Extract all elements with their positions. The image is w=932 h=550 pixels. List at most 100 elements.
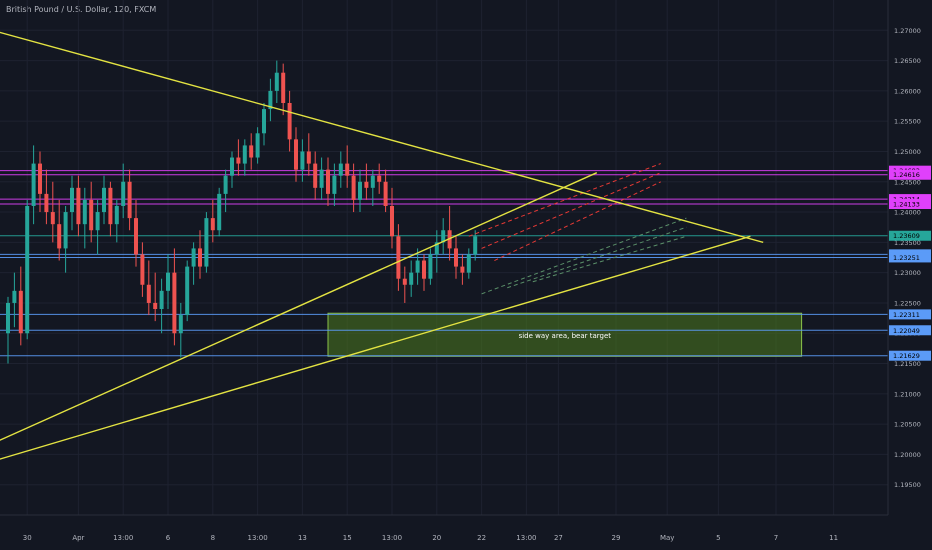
y-tick-label: 1.24000 [894, 209, 921, 217]
price-tag [889, 325, 931, 336]
candle-body[interactable] [274, 72, 279, 91]
x-tick-label: 7 [774, 534, 778, 542]
y-tick-label: 1.21000 [894, 390, 921, 398]
candle-body[interactable] [409, 272, 414, 285]
candle-body[interactable] [172, 272, 177, 334]
x-tick-label: 8 [211, 534, 215, 542]
candle-body[interactable] [332, 175, 337, 194]
candle-body[interactable] [242, 145, 247, 164]
candle-body[interactable] [6, 302, 10, 334]
candle-body[interactable] [70, 187, 74, 213]
candle-body[interactable] [473, 236, 478, 255]
candle-body[interactable] [185, 266, 190, 316]
y-tick-label: 1.19500 [894, 481, 921, 489]
candle-body[interactable] [268, 90, 273, 110]
candle-body[interactable] [127, 181, 132, 219]
candle-body[interactable] [146, 284, 151, 303]
x-tick-label: 5 [716, 534, 720, 542]
candle-body[interactable] [377, 175, 382, 182]
candle-body[interactable] [306, 151, 311, 164]
channel-line [481, 172, 661, 249]
channel-line [507, 226, 687, 289]
candle-body[interactable] [313, 163, 318, 188]
candle-body[interactable] [31, 163, 36, 206]
candle-body[interactable] [249, 145, 254, 158]
candle-body[interactable] [108, 187, 113, 225]
candle-body[interactable] [466, 254, 471, 273]
candle-body[interactable] [383, 181, 388, 206]
candle-body[interactable] [454, 248, 458, 267]
price-tag-label: 1.22311 [893, 311, 920, 319]
candle-body[interactable] [460, 266, 465, 273]
candle-body[interactable] [338, 163, 343, 176]
candle-body[interactable] [44, 193, 49, 213]
candle-body[interactable] [326, 169, 330, 194]
y-tick-label: 1.22500 [894, 299, 921, 307]
price-tag [889, 350, 931, 361]
candle-body[interactable] [82, 199, 87, 225]
candle-body[interactable] [25, 206, 30, 334]
candle-body[interactable] [281, 72, 286, 103]
candle-body[interactable] [370, 175, 375, 188]
candle-body[interactable] [159, 290, 164, 309]
price-tag [889, 169, 931, 180]
candle-body[interactable] [121, 181, 126, 206]
x-tick-label: 20 [432, 534, 441, 542]
candle-body[interactable] [217, 193, 222, 231]
candle-body[interactable] [402, 278, 407, 285]
candle-body[interactable] [50, 212, 55, 225]
x-tick-label: 13:00 [248, 534, 268, 542]
candle-body[interactable] [351, 175, 356, 200]
candle-body[interactable] [262, 109, 266, 134]
candle-body[interactable] [364, 181, 369, 188]
candle-body[interactable] [191, 248, 196, 267]
candle-body[interactable] [415, 260, 420, 273]
candle-body[interactable] [140, 254, 145, 285]
trendline[interactable] [0, 235, 751, 460]
candle-body[interactable] [294, 139, 298, 170]
candle-body[interactable] [178, 315, 183, 334]
candle-body[interactable] [134, 218, 138, 255]
candle-body[interactable] [18, 290, 23, 334]
candle-body[interactable] [210, 218, 215, 231]
y-tick-label: 1.21500 [894, 360, 921, 368]
candle-body[interactable] [63, 212, 68, 249]
candle-body[interactable] [358, 181, 362, 200]
candle-body[interactable] [114, 206, 119, 225]
x-tick-label: 11 [829, 534, 838, 542]
candle-body[interactable] [230, 157, 234, 176]
candle-body[interactable] [57, 224, 62, 249]
candle-body[interactable] [153, 302, 158, 309]
trendline[interactable] [0, 0, 764, 244]
candle-body[interactable] [89, 199, 94, 231]
y-tick-label: 1.23000 [894, 269, 921, 277]
chart-title: British Pound / U.S. Dollar, 120, FXCM [6, 5, 157, 14]
candle-body[interactable] [236, 157, 241, 164]
candle-body[interactable] [422, 260, 426, 279]
candle-body[interactable] [38, 163, 42, 194]
candle-body[interactable] [345, 163, 350, 176]
candle-body[interactable] [12, 290, 17, 303]
candle-body[interactable] [441, 230, 446, 243]
candle-body[interactable] [396, 236, 401, 279]
candle-body[interactable] [319, 169, 324, 188]
candle-body[interactable] [198, 248, 202, 267]
trendline[interactable] [0, 172, 598, 443]
candle-body[interactable] [76, 187, 81, 225]
candle-body[interactable] [95, 212, 100, 231]
candle-body[interactable] [223, 175, 228, 194]
candle-body[interactable] [166, 272, 170, 291]
candle-body[interactable] [428, 254, 433, 279]
candle-body[interactable] [287, 103, 292, 140]
candle-body[interactable] [255, 133, 260, 158]
candle-body[interactable] [390, 206, 394, 237]
candle-body[interactable] [102, 187, 106, 213]
candle-body[interactable] [300, 151, 305, 170]
candle-body[interactable] [434, 242, 439, 255]
candle-body[interactable] [204, 218, 209, 267]
price-tag [889, 252, 931, 263]
y-tick-label: 1.25500 [894, 118, 921, 126]
price-tag-label: 1.24133 [893, 201, 920, 209]
x-tick-label: 15 [343, 534, 352, 542]
